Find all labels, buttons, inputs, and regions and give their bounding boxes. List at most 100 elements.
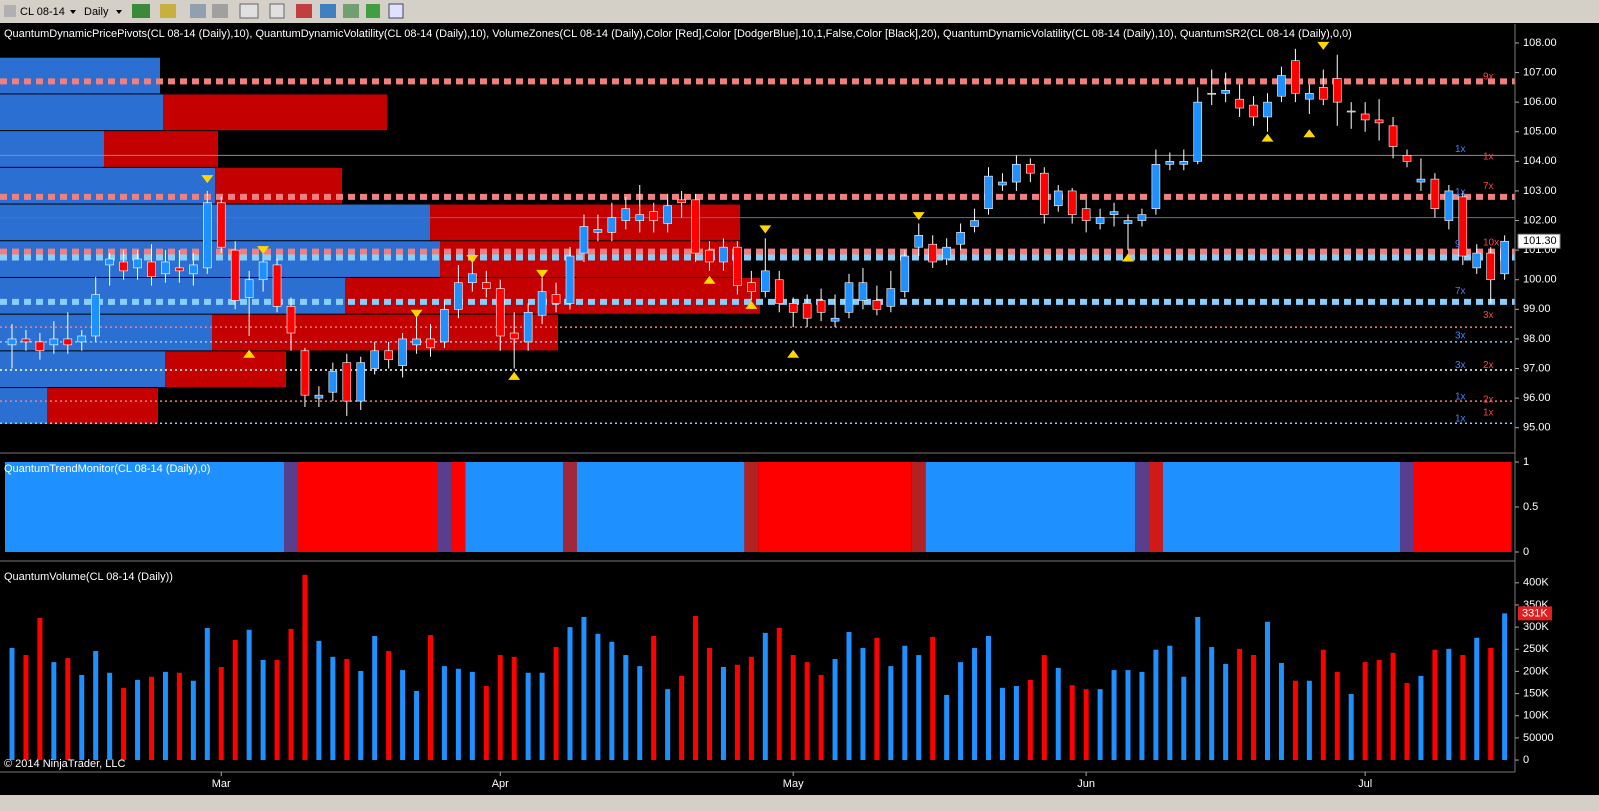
candle-body bbox=[733, 246, 742, 286]
candle-body bbox=[468, 273, 477, 283]
volume-bar bbox=[651, 635, 657, 761]
indicator-label: QuantumTrendMonitor(CL 08-14 (Daily),0) bbox=[4, 463, 210, 475]
zone-sell bbox=[212, 314, 558, 351]
current-volume: 331K bbox=[1522, 607, 1548, 619]
candle-body bbox=[1040, 172, 1049, 215]
level-label: 3x bbox=[1455, 360, 1466, 371]
volume-bar bbox=[107, 672, 113, 761]
volume-bar bbox=[1097, 689, 1103, 761]
status-bar bbox=[0, 795, 1599, 811]
dropdown[interactable] bbox=[116, 10, 122, 14]
volume-bar bbox=[930, 636, 936, 761]
trend-run bbox=[284, 462, 298, 552]
volume-bar bbox=[1139, 671, 1145, 761]
candle-body bbox=[677, 199, 686, 204]
candle-body bbox=[1137, 214, 1147, 221]
candle-body bbox=[35, 341, 45, 352]
strategy-icon[interactable] bbox=[320, 4, 336, 18]
pivot-marker bbox=[759, 225, 772, 234]
candle-body bbox=[1388, 125, 1398, 147]
volume-bar bbox=[288, 628, 294, 761]
draw-icon[interactable] bbox=[160, 4, 176, 18]
trend-run bbox=[465, 462, 564, 552]
volume-bar bbox=[1069, 685, 1075, 761]
volume-bar bbox=[888, 666, 894, 761]
y-tick-label: 400K bbox=[1523, 577, 1549, 589]
candle-body bbox=[607, 217, 617, 233]
level-label: 7x bbox=[1455, 286, 1466, 297]
candle-body bbox=[1179, 161, 1189, 165]
candle-body bbox=[1430, 178, 1440, 209]
volume-bar bbox=[414, 690, 420, 761]
candle-body bbox=[747, 282, 756, 292]
volume-bar bbox=[916, 655, 922, 761]
x-tick-label: Jul bbox=[1358, 778, 1372, 790]
volume-bar bbox=[1195, 616, 1201, 761]
order-icon[interactable] bbox=[366, 4, 380, 18]
volume-bar bbox=[232, 639, 238, 761]
volume-bar bbox=[1446, 648, 1452, 761]
volume-bar bbox=[637, 666, 643, 761]
candle-body bbox=[63, 338, 73, 346]
x-tick-label: Jun bbox=[1077, 778, 1095, 790]
zone-buy bbox=[0, 57, 160, 94]
candle-body bbox=[1151, 163, 1161, 209]
symbol[interactable]: CL 08-14 bbox=[20, 6, 65, 18]
bars-icon[interactable] bbox=[132, 4, 150, 18]
candle-body bbox=[970, 220, 979, 227]
volume-bar bbox=[218, 667, 224, 761]
y-tick-label: 200K bbox=[1523, 665, 1549, 677]
candle-body bbox=[77, 335, 87, 343]
zoom-icon[interactable] bbox=[190, 4, 206, 18]
volume-bar bbox=[874, 637, 880, 761]
volume-bar bbox=[330, 656, 336, 761]
candle-body bbox=[691, 199, 700, 254]
pivot-marker bbox=[1122, 253, 1134, 262]
candle-body bbox=[161, 261, 170, 275]
candle-body bbox=[816, 300, 826, 313]
candle-body bbox=[203, 202, 212, 269]
zoom-icon[interactable] bbox=[212, 4, 228, 18]
candle-body bbox=[1081, 208, 1091, 221]
volume-bar bbox=[372, 635, 378, 761]
volume-bar bbox=[316, 640, 322, 761]
volume-bar bbox=[986, 635, 991, 761]
level-label: 9x bbox=[1483, 72, 1494, 83]
list-icon[interactable] bbox=[388, 3, 404, 19]
y-tick-label: 300K bbox=[1523, 621, 1549, 633]
volume-bar bbox=[386, 651, 392, 761]
candle-body bbox=[147, 261, 156, 278]
volume-bar bbox=[1027, 679, 1033, 761]
candle-body bbox=[621, 208, 631, 221]
volume-bar bbox=[455, 668, 461, 761]
volume-bar bbox=[1265, 621, 1270, 761]
volume-bar bbox=[958, 662, 964, 761]
candle-body bbox=[523, 311, 533, 343]
volume-bar bbox=[1251, 655, 1257, 761]
candle-body bbox=[314, 394, 324, 399]
candle-body bbox=[356, 362, 366, 402]
dropdown[interactable] bbox=[70, 10, 76, 14]
pivot-marker bbox=[243, 349, 256, 358]
y-tick-label: 150K bbox=[1523, 687, 1549, 699]
interval[interactable]: Daily bbox=[84, 6, 109, 18]
volume-bar bbox=[1013, 686, 1019, 761]
find-icon[interactable] bbox=[269, 3, 285, 19]
y-tick-label: 105.00 bbox=[1523, 126, 1557, 138]
data-icon[interactable] bbox=[343, 4, 359, 18]
candle-body bbox=[593, 229, 603, 233]
candle-body bbox=[886, 288, 896, 307]
cursor-icon[interactable] bbox=[239, 3, 259, 19]
level-label: 10x bbox=[1483, 237, 1499, 248]
volume-bar bbox=[121, 687, 127, 761]
level-label: 1x bbox=[1455, 187, 1466, 198]
candle-body bbox=[1012, 163, 1021, 183]
candle-body bbox=[370, 350, 380, 369]
volume-bar bbox=[734, 664, 740, 761]
zone-sell bbox=[165, 351, 286, 388]
candle-body bbox=[774, 279, 784, 304]
trend-run bbox=[563, 462, 577, 552]
props-icon[interactable] bbox=[296, 4, 312, 18]
pivot-marker bbox=[703, 275, 716, 284]
